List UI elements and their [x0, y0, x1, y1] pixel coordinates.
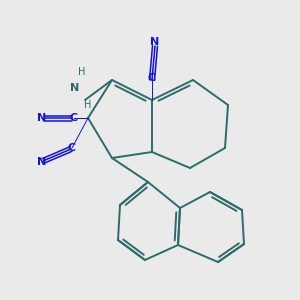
Text: C: C: [68, 143, 76, 153]
Text: C: C: [70, 113, 78, 123]
Text: C: C: [148, 73, 156, 83]
Text: H: H: [84, 100, 92, 110]
Text: N: N: [150, 37, 160, 47]
Text: N: N: [38, 113, 46, 123]
Text: N: N: [70, 83, 80, 93]
Text: N: N: [38, 157, 46, 167]
Text: H: H: [78, 67, 86, 77]
